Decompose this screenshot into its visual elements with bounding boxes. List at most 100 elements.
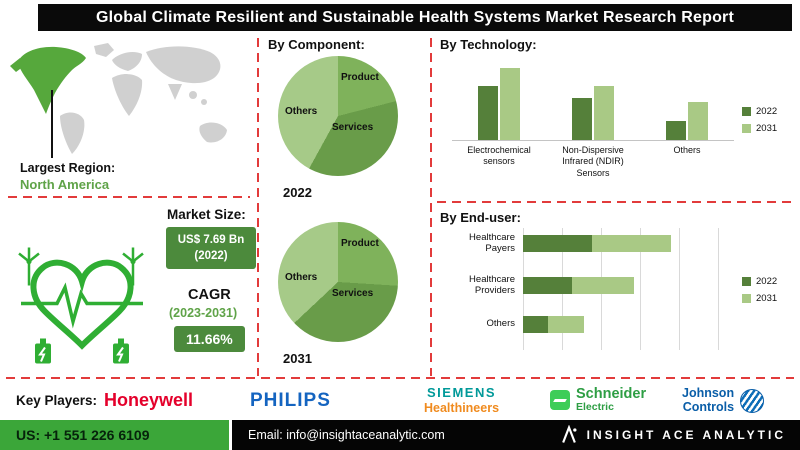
johnson-controls-logo: Johnson Controls: [682, 386, 765, 415]
pie-chart: [278, 56, 398, 176]
siemens-healthineers-logo: SIEMENS Healthineers: [424, 385, 500, 415]
legend-label: 2022: [756, 276, 778, 287]
category-label: Healthcare Payers: [469, 232, 515, 255]
divider-vertical-left: [257, 38, 259, 376]
bar-2031: [500, 68, 520, 140]
bar-2031: [572, 276, 634, 294]
divider-horizontal-left: [8, 196, 250, 198]
siemens-wordmark: SIEMENS: [427, 385, 497, 400]
key-players-label: Key Players:: [16, 393, 98, 408]
bar-2031: [592, 234, 671, 252]
pie-slice-label: Product: [341, 238, 379, 249]
market-size-year: (2022): [194, 250, 228, 263]
bar-2022: [523, 276, 572, 294]
heart-ecg-wind-illustration: [18, 247, 144, 364]
legend-label: 2031: [756, 293, 778, 304]
end-user-legend: 2022 2031: [742, 276, 777, 304]
bar-track: [523, 315, 720, 333]
technology-bar-chart: Electrochemical sensors Non-Dispersive In…: [452, 60, 734, 179]
cagr-value: 11.66%: [174, 326, 245, 352]
market-size-label: Market Size:: [167, 207, 246, 222]
schneider-wordmark: Schneider Electric: [576, 386, 647, 414]
legend-swatch: [742, 124, 751, 133]
johnson-controls-globe-icon: [740, 388, 765, 413]
philips-logo: PHILIPS: [250, 390, 331, 411]
by-end-user-title: By End-user:: [440, 210, 521, 225]
page-title: Global Climate Resilient and Sustainable…: [95, 8, 735, 26]
category-label: Healthcare Providers: [469, 273, 515, 297]
pie-year-label-2022: 2022: [283, 185, 312, 200]
by-technology-title: By Technology:: [440, 37, 537, 52]
category-label: Electrochemical sensors: [467, 145, 531, 167]
legend-swatch: [742, 277, 751, 286]
contact-phone: US: +1 551 226 6109: [0, 420, 229, 450]
bar-pair: [666, 60, 708, 140]
controls-name: Controls: [682, 399, 735, 414]
contact-email: Email: info@insightaceanalytic.com: [248, 428, 445, 442]
cagr-label: CAGR: [188, 287, 231, 303]
divider-vertical-right: [430, 38, 432, 376]
schneider-logo-icon: [550, 390, 570, 411]
bar-2022: [572, 98, 592, 140]
legend-swatch: [742, 107, 751, 116]
end-user-bar-chart: Healthcare Payers Healthcare Providers Oth…: [443, 228, 728, 352]
legend-swatch: [742, 294, 751, 303]
bar-2022: [478, 86, 498, 140]
legend-label: 2022: [756, 106, 778, 117]
by-component-title: By Component:: [268, 37, 365, 52]
bar-group: Others: [641, 60, 734, 179]
pie-slice-label: Services: [332, 288, 374, 299]
legend-item: 2022: [742, 106, 777, 117]
bar-group: Electrochemical sensors: [453, 60, 546, 179]
divider-horizontal-right: [437, 201, 792, 203]
healthineers-wordmark: Healthineers: [424, 400, 500, 415]
pie-year-label-2031: 2031: [283, 351, 312, 366]
report-title-bar: Global Climate Resilient and Sustainable…: [38, 4, 792, 31]
pie-slice-label: Others: [285, 272, 318, 283]
world-map: [10, 43, 227, 158]
market-size-value: US$ 7.69 Bn (2022): [166, 227, 256, 270]
largest-region-value: North America: [20, 177, 110, 192]
legend-item: 2022: [742, 276, 777, 287]
category-label: Others: [673, 145, 701, 155]
legend-label: 2031: [756, 123, 778, 134]
brand-lockup: INSIGHT ACE ANALYTIC: [559, 425, 786, 445]
cagr-period: (2023-2031): [169, 306, 238, 320]
brand-name: INSIGHT ACE ANALYTIC: [586, 428, 786, 442]
divider-horizontal-bottom: [6, 377, 794, 379]
component-pie-2031: Product Services Others: [278, 222, 398, 342]
johnson-controls-wordmark: Johnson Controls: [682, 386, 735, 415]
bar-2031: [594, 86, 614, 140]
bar-2022: [523, 315, 548, 333]
component-pie-2022: Product Services Others: [278, 56, 398, 176]
pie-slice-label: Product: [341, 72, 379, 83]
bar-pair: [572, 60, 614, 140]
chart-baseline: [452, 140, 734, 141]
bar-row: Others: [443, 315, 728, 333]
schneider-name: Schneider: [576, 386, 647, 402]
bar-2031: [688, 102, 708, 140]
bar-row: Healthcare Providers: [443, 274, 728, 297]
bar-2031: [548, 315, 584, 333]
insight-ace-logo-icon: [561, 425, 577, 443]
bar-2022: [666, 121, 686, 140]
legend-item: 2031: [742, 123, 777, 134]
market-size-amount: US$ 7.69 Bn: [177, 234, 245, 246]
largest-region-label: Largest Region:: [20, 161, 116, 175]
pie-chart: [278, 222, 398, 342]
bar-2022: [523, 234, 592, 252]
bar-track: [523, 234, 720, 252]
schneider-electric: Electric: [576, 401, 614, 414]
pie-slice-label: Others: [285, 106, 318, 117]
category-label: Non-Dispersive Infrared (NDIR) Sensors: [562, 145, 624, 178]
bar-track: [523, 276, 720, 294]
legend-item: 2031: [742, 293, 777, 304]
bar-pair: [478, 60, 520, 140]
footer-bar: Email: info@insightaceanalytic.com INSIG…: [232, 420, 800, 450]
category-label: Others: [486, 318, 515, 330]
honeywell-logo: Honeywell: [104, 390, 194, 410]
bar-group: Non-Dispersive Infrared (NDIR) Sensors: [547, 60, 640, 179]
schneider-electric-logo: Schneider Electric: [550, 386, 647, 414]
technology-legend: 2022 2031: [742, 106, 777, 134]
